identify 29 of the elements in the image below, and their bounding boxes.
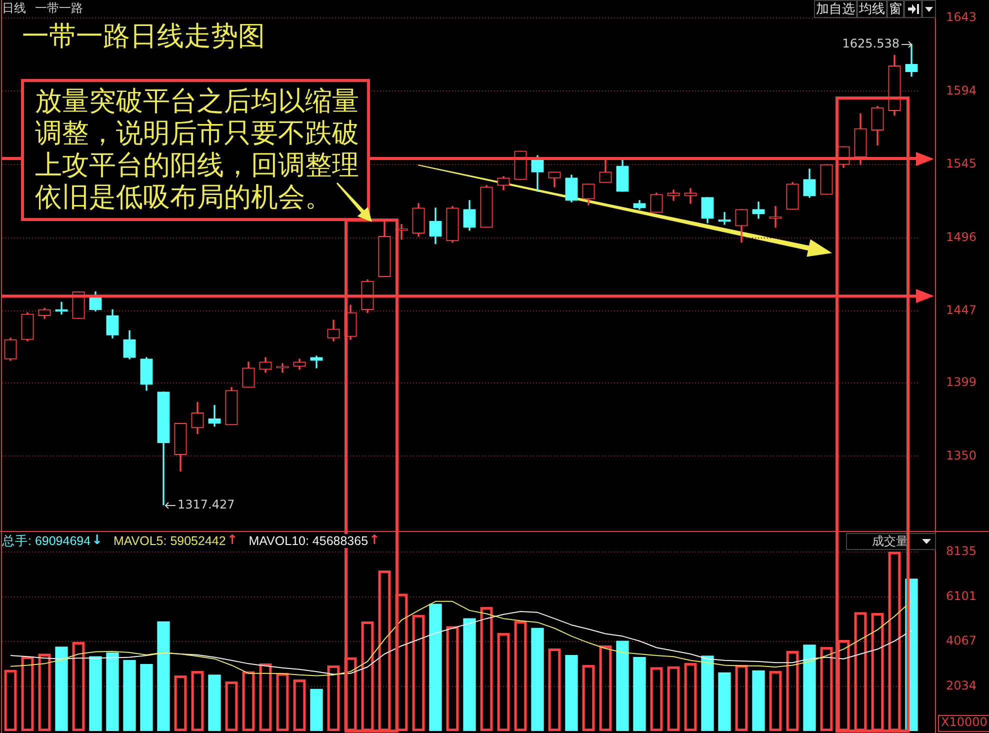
y-tick-label: 1643 [946, 10, 977, 24]
y-tick-label: 1545 [946, 156, 977, 171]
annotation: 成交量 [872, 533, 908, 550]
annotation: 加自选 [814, 0, 857, 18]
text: MAVOL10: 45688365 [248, 534, 368, 548]
y-tick-label: 1496 [946, 230, 977, 244]
annotation: 日线 [2, 1, 26, 15]
dropdown-box: 成交量 [846, 533, 936, 550]
text: 一带一路日线走势图 [22, 21, 265, 52]
y-tick-label: 6101 [946, 588, 977, 603]
annotation: 1317.427 [178, 498, 235, 512]
annotation: 1625.538 [842, 36, 900, 51]
y-axis-title: X10000 [941, 715, 988, 730]
text: MAVOL5: 59052442 [113, 534, 226, 548]
annotation: 一带一路 [35, 1, 83, 15]
annotation: ↑ [369, 533, 380, 548]
y-tick-label: 1399 [946, 375, 977, 390]
y-tick-label: 4067 [946, 634, 977, 648]
annotation: 均线 [857, 0, 887, 18]
annotation: 放量突破平台之后均以缩量调整，说明后市只要不跌破上攻平台的阳线，回调整理依旧是低吸布局的机会。 [21, 79, 370, 221]
y-tick-label: 2034 [946, 678, 977, 692]
y-tick-label: 1350 [946, 448, 977, 462]
annotation: ↓ [92, 533, 102, 548]
y-tick-label: 8135 [946, 544, 977, 558]
y-tick-label: 1594 [946, 83, 977, 98]
y-tick-label: 1447 [946, 303, 977, 318]
annotation: ↑ [226, 533, 238, 548]
annotation: 窗 [887, 0, 904, 18]
text: 总手: 69094694 [2, 534, 91, 548]
